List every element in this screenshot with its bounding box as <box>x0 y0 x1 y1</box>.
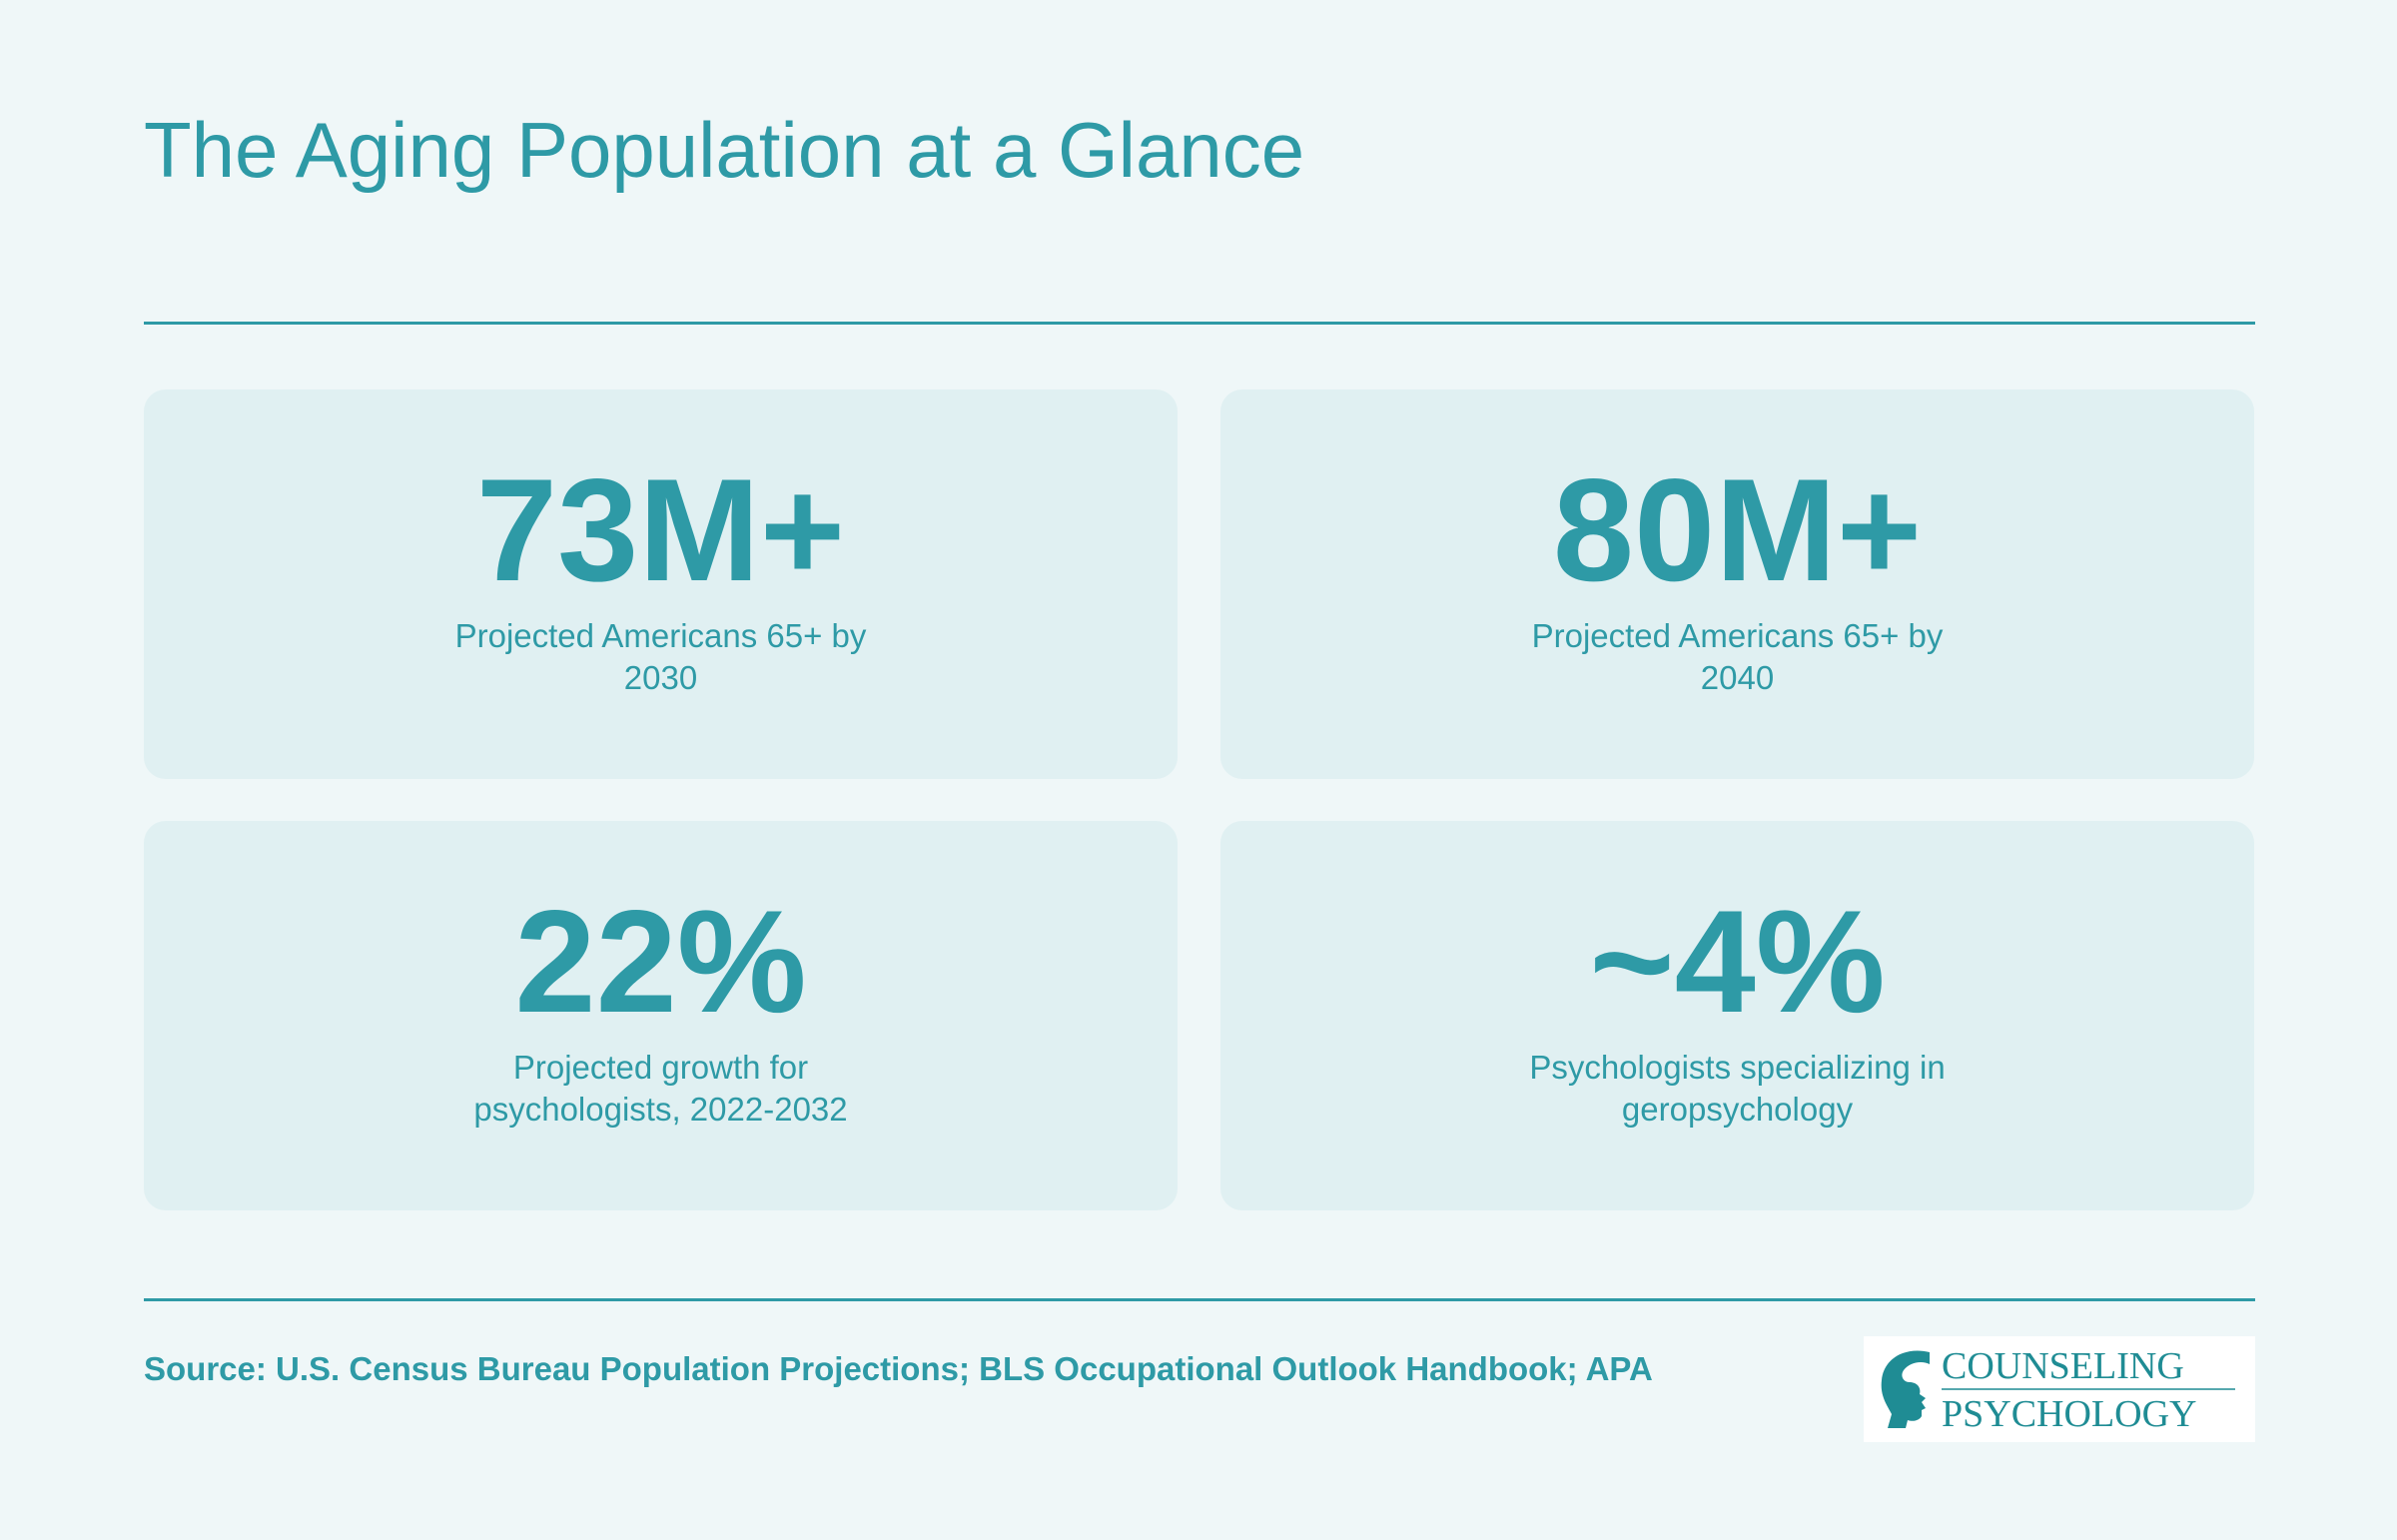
counseling-psychology-logo: COUNSELING PSYCHOLOGY <box>1864 1336 2255 1442</box>
logo-text-line2: PSYCHOLOGY <box>1942 1393 2196 1435</box>
logo-graphic: COUNSELING PSYCHOLOGY <box>1881 1345 2235 1435</box>
stat-value: 80M+ <box>1552 448 1923 611</box>
stat-card-geropsychology: ~4% Psychologists specializing in gerops… <box>1220 821 2254 1210</box>
stat-label: Projected Americans 65+ by 2030 <box>454 617 867 696</box>
stat-value: 73M+ <box>475 448 846 611</box>
head-profile-icon <box>1881 1350 1930 1428</box>
stat-label: Psychologists specializing in geropsycho… <box>1529 1049 1946 1128</box>
stat-card-2040: 80M+ Projected Americans 65+ by 2040 <box>1220 389 2254 779</box>
stat-label: Projected Americans 65+ by 2040 <box>1531 617 1944 696</box>
stat-label: Projected growth for psychologists, 2022… <box>473 1049 848 1128</box>
stat-value: 22% <box>514 880 807 1043</box>
logo-text-line1: COUNSELING <box>1942 1345 2184 1387</box>
top-divider <box>144 322 2255 325</box>
stat-value: ~4% <box>1589 880 1886 1043</box>
page-title: The Aging Population at a Glance <box>144 106 1305 194</box>
stat-card-psychologist-growth: 22% Projected growth for psychologists, … <box>144 821 1178 1210</box>
stat-card-2030: 73M+ Projected Americans 65+ by 2030 <box>144 389 1178 779</box>
source-citation: Source: U.S. Census Bureau Population Pr… <box>144 1350 1653 1387</box>
bottom-divider <box>144 1298 2255 1301</box>
